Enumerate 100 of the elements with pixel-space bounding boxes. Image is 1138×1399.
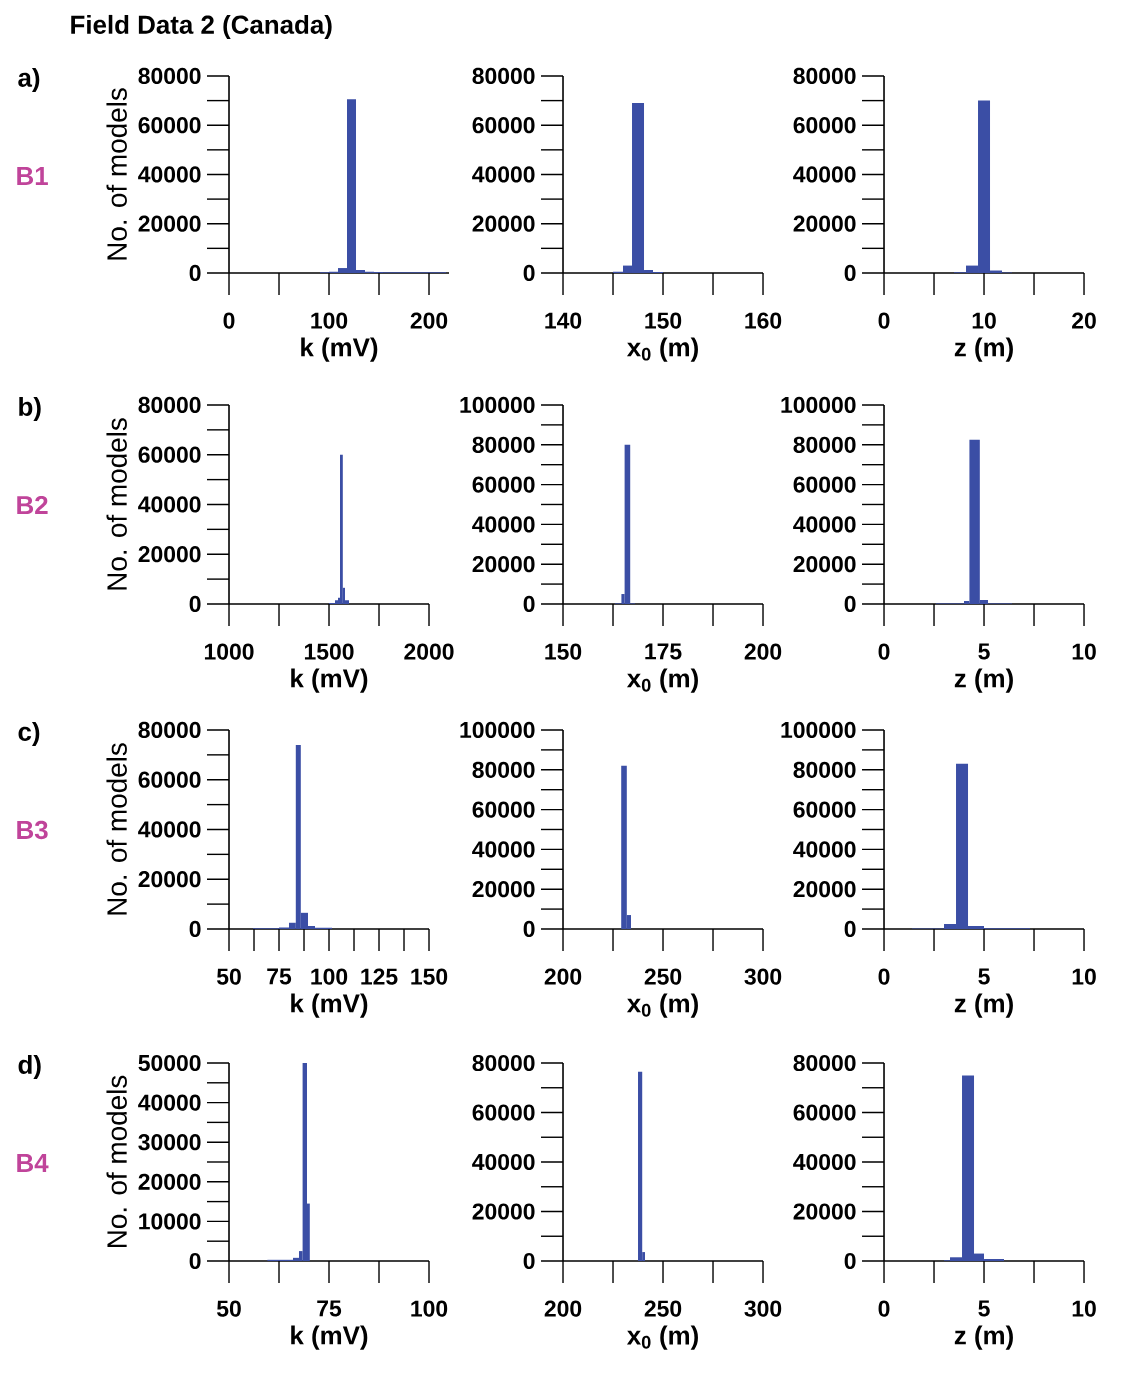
- y-axis-title: No. of models: [106, 418, 127, 590]
- y-tick-label: 60000: [138, 446, 201, 463]
- text: d): [18, 1054, 41, 1080]
- x-tick-label: 175: [645, 643, 682, 660]
- y-tick-label: 60000: [138, 771, 201, 788]
- y-tick-label: 40000: [138, 496, 201, 513]
- text: c): [18, 721, 40, 747]
- y-tick-label: 20000: [138, 215, 201, 232]
- y-tick-label: 60000: [472, 117, 535, 134]
- y-tick-label: 20000: [472, 215, 535, 232]
- x-tick-label: 150: [545, 643, 582, 660]
- x-tick-label: 0: [878, 643, 890, 660]
- x-tick-label: 300: [744, 1300, 782, 1317]
- y-tick-label: 60000: [793, 117, 856, 134]
- y-tick-label: 80000: [472, 761, 535, 778]
- y-tick-label: 100000: [781, 396, 856, 414]
- x-tick-label: 200: [544, 1300, 582, 1317]
- y-axis-title: No. of models: [106, 743, 127, 915]
- x-tick-label: 0: [878, 312, 890, 329]
- y-tick-label: 60000: [793, 801, 856, 818]
- x-tick-label: 200: [410, 312, 448, 329]
- x-tick-label: 10: [972, 312, 996, 329]
- y-tick-label: 40000: [138, 166, 201, 183]
- y-tick-label: 40000: [472, 516, 535, 533]
- y-tick-label: 0: [189, 1252, 201, 1270]
- x-tick-label: 200: [544, 968, 582, 985]
- y-tick-label: 20000: [793, 215, 856, 232]
- y-tick-label: 20000: [793, 1203, 856, 1220]
- y-tick-label: 0: [844, 264, 856, 282]
- text: B1: [17, 167, 48, 185]
- y-tick-label: 100000: [781, 721, 856, 739]
- y-tick-label: 0: [844, 920, 856, 938]
- x-axis-title: z (m): [954, 337, 1013, 362]
- y-tick-label: 50000: [138, 1054, 201, 1072]
- x-tick-label: 10: [1072, 643, 1096, 660]
- y-tick-label: 40000: [472, 166, 535, 183]
- x-tick-label: 200: [744, 643, 782, 660]
- y-tick-label: 20000: [138, 871, 201, 888]
- y-tick-label: 100000: [460, 396, 535, 414]
- y-tick-label: 20000: [793, 881, 856, 898]
- x-axis-title: z (m): [954, 993, 1013, 1018]
- y-tick-label: 0: [523, 595, 535, 613]
- y-tick-label: 20000: [793, 556, 856, 573]
- y-tick-label: 20000: [472, 1203, 535, 1220]
- y-tick-label: 80000: [138, 721, 201, 739]
- y-tick-label: 40000: [793, 516, 856, 533]
- x-tick-label: 250: [644, 968, 682, 985]
- y-tick-label: 0: [844, 595, 856, 613]
- y-tick-label: 80000: [793, 436, 856, 453]
- y-tick-label: 30000: [138, 1134, 201, 1151]
- y-tick-label: 80000: [793, 67, 856, 85]
- y-tick-label: 40000: [138, 821, 201, 838]
- x-tick-label: 140: [545, 312, 582, 329]
- x-tick-label: 5: [978, 1300, 990, 1317]
- y-tick-label: 20000: [472, 881, 535, 898]
- y-tick-label: 80000: [472, 436, 535, 453]
- x-tick-label: 125: [361, 968, 398, 985]
- x-tick-label: 150: [645, 312, 682, 329]
- x-tick-label: 0: [878, 1300, 890, 1317]
- y-tick-label: 60000: [472, 476, 535, 493]
- y-tick-label: 40000: [793, 1153, 856, 1171]
- y-axis-title: No. of models: [106, 1075, 127, 1248]
- x-axis-title: k (mV): [291, 993, 368, 1018]
- y-tick-label: 80000: [793, 1054, 856, 1072]
- x-tick-label: 100: [311, 968, 348, 985]
- y-tick-label: 60000: [793, 476, 856, 493]
- x-tick-label: 1000: [204, 643, 254, 660]
- x-tick-label: 75: [267, 968, 292, 985]
- y-tick-label: 0: [523, 920, 535, 938]
- text: B3: [17, 820, 48, 840]
- x-axis-title: z (m): [954, 668, 1013, 693]
- y-tick-label: 40000: [138, 1094, 201, 1111]
- y-tick-label: 40000: [793, 841, 856, 858]
- x-axis-title: x$_{0}$ (m): [626, 993, 698, 1018]
- x-axis-title: k (mV): [301, 337, 378, 362]
- x-tick-label: 100: [311, 312, 348, 329]
- x-axis-title: x$_{0}$ (m): [626, 337, 698, 362]
- y-tick-label: 60000: [793, 1104, 856, 1121]
- x-tick-label: 300: [744, 968, 782, 985]
- y-tick-label: 40000: [472, 841, 535, 858]
- y-tick-label: 0: [189, 264, 201, 282]
- x-tick-label: 20: [1072, 312, 1096, 329]
- x-tick-label: 250: [644, 1300, 682, 1317]
- y-tick-label: 10000: [139, 1213, 201, 1230]
- y-tick-label: 0: [844, 1252, 856, 1270]
- y-tick-label: 80000: [138, 396, 201, 414]
- x-tick-label: 10: [1072, 1300, 1096, 1317]
- y-tick-label: 40000: [793, 166, 856, 183]
- x-tick-label: 150: [411, 968, 448, 985]
- y-tick-label: 20000: [138, 546, 201, 563]
- x-tick-label: 50: [216, 1300, 241, 1317]
- x-tick-label: 75: [317, 1300, 342, 1317]
- y-axis-title: No. of models: [106, 88, 127, 260]
- y-tick-label: 80000: [138, 67, 201, 85]
- x-tick-label: 5: [978, 643, 990, 660]
- text: B4: [17, 1154, 49, 1172]
- y-tick-label: 0: [189, 920, 201, 938]
- y-tick-label: 20000: [472, 556, 535, 573]
- x-tick-label: 50: [216, 968, 241, 985]
- y-tick-label: 80000: [793, 761, 856, 778]
